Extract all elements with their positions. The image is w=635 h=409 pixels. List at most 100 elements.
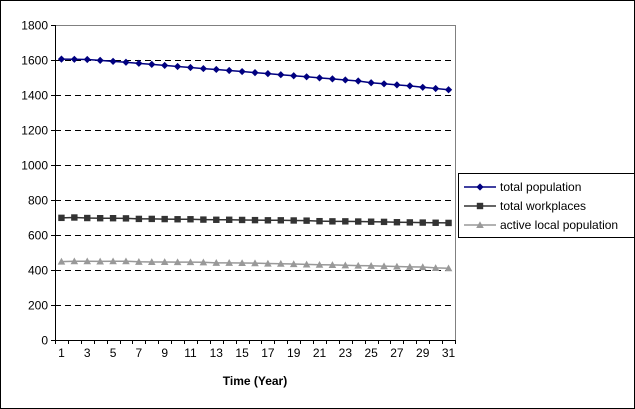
- data-point: [277, 217, 285, 224]
- data-point: [406, 263, 414, 270]
- data-point: [380, 218, 388, 226]
- data-point: [431, 264, 440, 271]
- y-tick-label: 400: [28, 264, 48, 278]
- data-point: [225, 259, 233, 266]
- legend-label: active local population: [500, 218, 618, 232]
- data-point: [58, 214, 65, 222]
- legend-label: total population: [500, 180, 581, 194]
- data-point: [57, 257, 66, 265]
- y-tick-label: 1000: [21, 159, 48, 173]
- x-tick-label: 31: [442, 346, 456, 360]
- data-point: [419, 83, 427, 91]
- y-tick-label: 800: [28, 194, 48, 208]
- data-point: [148, 215, 155, 223]
- data-point: [251, 69, 259, 77]
- data-point: [367, 218, 375, 225]
- data-point: [264, 259, 272, 267]
- y-tick-label: 600: [28, 229, 48, 243]
- data-point: [406, 219, 414, 226]
- data-point: [355, 218, 362, 225]
- legend: total population total workplaces active l…: [458, 173, 635, 238]
- legend-label: total workplaces: [500, 199, 586, 213]
- x-tick-label: 1: [58, 346, 65, 360]
- y-tick-label: 1400: [21, 89, 48, 103]
- x-tick-label: 15: [235, 346, 249, 360]
- x-tick-label: 13: [210, 346, 224, 360]
- data-point: [161, 215, 168, 223]
- data-point: [238, 259, 246, 267]
- data-point: [380, 80, 388, 88]
- data-point: [303, 217, 310, 224]
- x-tick-label: 5: [110, 346, 117, 360]
- x-tick-label: 11: [184, 346, 197, 360]
- data-point: [70, 55, 78, 63]
- x-tick-label: 19: [287, 346, 301, 360]
- x-tick-label: 29: [416, 346, 430, 360]
- data-point: [186, 63, 195, 72]
- data-point: [148, 60, 156, 68]
- data-point: [96, 56, 104, 64]
- data-point: [290, 217, 297, 224]
- data-point: [329, 218, 336, 225]
- data-point: [380, 262, 388, 270]
- data-point: [83, 55, 91, 64]
- data-point: [303, 73, 311, 81]
- data-point: [96, 257, 104, 265]
- series-2: [57, 257, 453, 272]
- gridlines: [55, 60, 455, 306]
- data-point: [445, 219, 452, 227]
- data-point: [393, 262, 401, 270]
- data-point: [354, 77, 362, 85]
- data-point: [251, 216, 259, 224]
- data-point: [160, 258, 169, 265]
- data-point: [186, 258, 195, 266]
- legend-marker: [476, 183, 484, 191]
- data-point: [70, 257, 79, 265]
- legend-marker: [476, 221, 484, 229]
- data-point: [135, 59, 143, 67]
- data-point: [367, 79, 375, 87]
- data-point: [393, 219, 401, 226]
- data-point: [432, 84, 440, 93]
- data-point: [109, 215, 117, 222]
- data-point: [406, 82, 414, 90]
- data-point: [315, 260, 324, 268]
- data-point: [225, 66, 233, 75]
- data-point: [315, 74, 324, 82]
- data-point: [199, 64, 207, 73]
- data-point: [135, 257, 143, 265]
- data-point: [277, 71, 285, 79]
- data-point: [122, 257, 130, 265]
- data-point: [213, 216, 220, 223]
- x-axis: 1 3 5 7 9 11 13 15 17 19 21 23 25 27 29 31: [55, 25, 456, 360]
- data-point: [71, 214, 78, 221]
- x-tick-label: 7: [136, 346, 143, 360]
- data-point: [174, 216, 181, 223]
- series-group: [57, 55, 453, 272]
- data-point: [367, 262, 375, 269]
- data-point: [328, 75, 337, 83]
- data-point: [225, 216, 233, 223]
- y-tick-label: 200: [28, 299, 48, 313]
- data-point: [199, 258, 208, 266]
- x-tick-label: 17: [261, 346, 275, 360]
- data-point: [122, 58, 130, 66]
- data-point: [302, 260, 311, 268]
- data-point: [354, 261, 363, 269]
- data-point: [316, 217, 323, 225]
- x-tick-label: 27: [390, 346, 404, 360]
- data-point: [290, 72, 298, 80]
- data-point: [135, 215, 143, 223]
- data-point: [187, 216, 194, 223]
- data-point: [122, 215, 130, 222]
- data-point: [173, 258, 182, 266]
- y-tick-label: 1600: [21, 54, 48, 68]
- data-point: [173, 62, 182, 71]
- data-point: [328, 261, 337, 268]
- data-point: [57, 55, 66, 63]
- data-point: [200, 216, 207, 223]
- y-tick-label: 0: [41, 334, 48, 348]
- x-tick-label: 9: [161, 346, 168, 360]
- y-tick-label: 1200: [21, 124, 48, 138]
